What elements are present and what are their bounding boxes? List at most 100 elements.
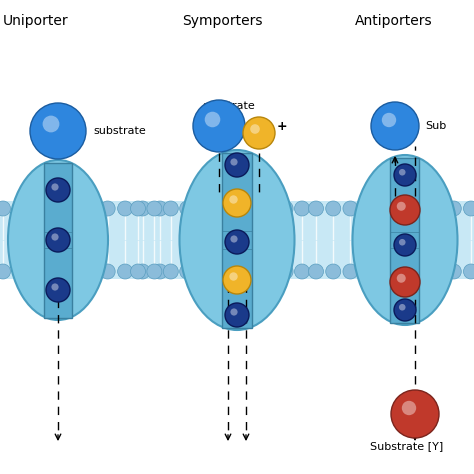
Circle shape: [326, 264, 341, 279]
Circle shape: [193, 100, 245, 152]
Text: substrate: substrate: [93, 126, 146, 136]
Circle shape: [100, 201, 115, 216]
Circle shape: [412, 264, 427, 279]
Circle shape: [46, 178, 70, 202]
Circle shape: [135, 264, 150, 279]
Circle shape: [100, 264, 115, 279]
Circle shape: [147, 201, 162, 216]
Bar: [130, 201, 310, 279]
Circle shape: [397, 274, 406, 283]
Circle shape: [225, 153, 249, 177]
Circle shape: [180, 264, 195, 279]
Circle shape: [51, 183, 59, 191]
Circle shape: [294, 264, 310, 279]
Bar: [44, 163, 72, 318]
Circle shape: [0, 264, 10, 279]
Circle shape: [343, 264, 358, 279]
Bar: [391, 157, 419, 322]
Ellipse shape: [180, 150, 294, 330]
Circle shape: [402, 401, 416, 415]
Circle shape: [212, 201, 228, 216]
Text: substrate: substrate: [202, 101, 255, 111]
Circle shape: [294, 201, 310, 216]
Circle shape: [46, 278, 70, 302]
Circle shape: [429, 264, 444, 279]
Circle shape: [399, 239, 406, 246]
Circle shape: [223, 189, 251, 217]
Circle shape: [223, 266, 251, 294]
Bar: [0, 201, 168, 279]
Circle shape: [225, 303, 249, 327]
Circle shape: [377, 264, 392, 279]
Circle shape: [153, 264, 167, 279]
Circle shape: [51, 283, 59, 291]
Circle shape: [309, 264, 323, 279]
Circle shape: [225, 230, 249, 254]
Circle shape: [382, 113, 396, 127]
Circle shape: [13, 264, 28, 279]
Circle shape: [46, 228, 70, 252]
Circle shape: [262, 264, 277, 279]
Circle shape: [118, 264, 133, 279]
Circle shape: [229, 195, 237, 204]
Circle shape: [360, 201, 375, 216]
Circle shape: [343, 201, 358, 216]
Circle shape: [447, 201, 461, 216]
Circle shape: [394, 299, 416, 321]
Circle shape: [83, 264, 98, 279]
Circle shape: [262, 201, 277, 216]
Circle shape: [464, 201, 474, 216]
Circle shape: [390, 267, 420, 297]
Circle shape: [246, 201, 260, 216]
Circle shape: [278, 201, 293, 216]
Circle shape: [229, 272, 237, 281]
Circle shape: [429, 201, 444, 216]
Circle shape: [377, 201, 392, 216]
Circle shape: [135, 201, 150, 216]
Circle shape: [309, 201, 323, 216]
Circle shape: [246, 264, 260, 279]
Circle shape: [118, 201, 133, 216]
Circle shape: [0, 201, 10, 216]
Circle shape: [395, 264, 410, 279]
Circle shape: [65, 264, 80, 279]
Circle shape: [229, 201, 244, 216]
Circle shape: [394, 234, 416, 256]
Circle shape: [464, 264, 474, 279]
Circle shape: [196, 264, 211, 279]
Text: Antiporters: Antiporters: [355, 14, 433, 28]
Circle shape: [130, 201, 146, 216]
Circle shape: [153, 201, 167, 216]
Circle shape: [412, 201, 427, 216]
Circle shape: [371, 102, 419, 150]
Circle shape: [278, 264, 293, 279]
Circle shape: [13, 201, 28, 216]
Circle shape: [326, 201, 341, 216]
Bar: [308, 201, 474, 279]
Circle shape: [180, 201, 195, 216]
Circle shape: [205, 112, 220, 128]
Text: Sub: Sub: [425, 121, 446, 131]
Circle shape: [147, 264, 162, 279]
Circle shape: [229, 264, 244, 279]
Circle shape: [196, 201, 211, 216]
Circle shape: [250, 124, 260, 134]
Circle shape: [43, 116, 59, 132]
Text: Symporters: Symporters: [182, 14, 263, 28]
Text: +: +: [277, 119, 288, 133]
Circle shape: [83, 201, 98, 216]
Circle shape: [395, 201, 410, 216]
Circle shape: [397, 202, 406, 211]
Circle shape: [212, 264, 228, 279]
Circle shape: [360, 264, 375, 279]
Circle shape: [30, 201, 46, 216]
Circle shape: [164, 201, 178, 216]
Circle shape: [30, 264, 46, 279]
Circle shape: [447, 264, 461, 279]
Circle shape: [130, 264, 146, 279]
Circle shape: [243, 117, 275, 149]
Circle shape: [48, 201, 63, 216]
Circle shape: [399, 169, 406, 175]
Circle shape: [390, 195, 420, 225]
Circle shape: [399, 304, 406, 310]
